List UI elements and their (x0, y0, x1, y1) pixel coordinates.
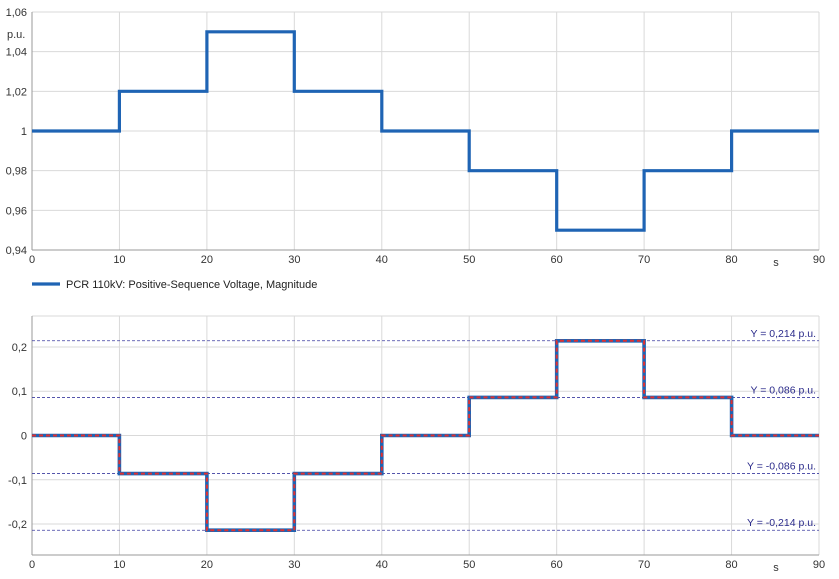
x-tick-label: 20 (201, 559, 213, 571)
legend: PCR 110kV: Positive-Sequence Voltage, Ma… (32, 279, 317, 291)
reference-line-label: Y = 0,086 p.u. (751, 384, 817, 396)
reference-line-label: Y = -0,214 p.u. (747, 517, 816, 529)
reference-line-label: Y = -0,086 p.u. (747, 461, 816, 473)
y-tick-label: -0,1 (8, 475, 27, 487)
x-tick-label: 0 (29, 559, 35, 571)
x-axis-unit: s (773, 562, 779, 574)
x-tick-label: 80 (725, 254, 737, 266)
x-tick-label: 50 (463, 559, 475, 571)
y-tick-label: 0,2 (12, 342, 27, 354)
series-line-red-dashed (32, 339, 819, 532)
series-line-blue (32, 30, 819, 232)
x-tick-label: 70 (638, 559, 650, 571)
x-tick-label: 90 (813, 559, 825, 571)
x-tick-label: 10 (113, 559, 125, 571)
y-axis-unit: p.u. (7, 29, 25, 41)
x-tick-label: 20 (201, 254, 213, 266)
y-tick-label: 0,1 (12, 386, 27, 398)
reference-line-label: Y = 0,214 p.u. (751, 328, 817, 340)
legend-label: PCR 110kV: Positive-Sequence Voltage, Ma… (66, 279, 317, 291)
x-tick-label: 50 (463, 254, 475, 266)
y-tick-label: 1 (21, 126, 27, 138)
y-tick-label: 0,94 (6, 245, 27, 257)
x-tick-label: 30 (288, 254, 300, 266)
x-tick-label: 60 (551, 254, 563, 266)
x-tick-label: 80 (725, 559, 737, 571)
y-tick-label: 1,06 (6, 7, 27, 19)
chart-voltage-deviation: 0 10 20 30 40 50 60 70 80 90 -0,2 -0,1 0 0,1 0,2 s Y = 0… (8, 315, 825, 574)
x-tick-label: 0 (29, 254, 35, 266)
chart-voltage-magnitude: 0 10 20 30 40 50 60 70 80 90 0,94 0,96 0,98 1 1,02 1,04… (6, 7, 826, 269)
y-tick-label: -0,2 (8, 519, 27, 531)
x-tick-label: 60 (551, 559, 563, 571)
x-tick-label: 40 (376, 559, 388, 571)
y-tick-label: 0,98 (6, 166, 27, 178)
y-tick-label: 1,04 (6, 47, 27, 59)
x-tick-label: 40 (376, 254, 388, 266)
x-axis-unit: s (773, 257, 779, 269)
y-tick-label: 0,96 (6, 205, 27, 217)
x-tick-label: 70 (638, 254, 650, 266)
x-tick-label: 90 (813, 254, 825, 266)
y-tick-label: 0 (21, 431, 27, 443)
x-tick-label: 10 (113, 254, 125, 266)
x-tick-label: 30 (288, 559, 300, 571)
y-tick-label: 1,02 (6, 86, 27, 98)
